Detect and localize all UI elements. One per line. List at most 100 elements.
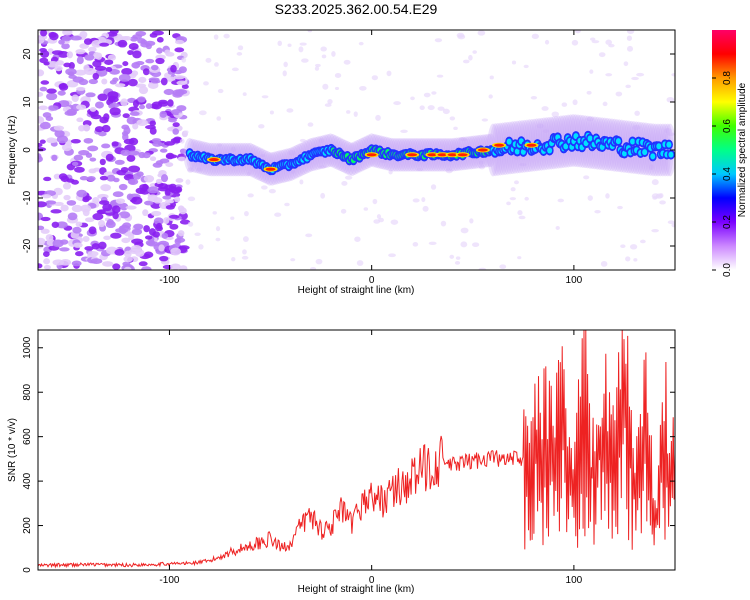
spectrogram-noise-blob [38,201,47,208]
ridge-hotspot [437,153,448,157]
spectrogram-noise-blob [66,178,75,183]
spectrogram-noise-blob [43,258,51,265]
spectrogram-faint-blob [506,201,511,206]
spectrogram-faint-blob [536,123,544,129]
snr-ytick-label: 600 [22,428,33,445]
spectrogram-faint-blob [290,169,296,174]
spectrogram-faint-blob [246,171,251,176]
spectrogram-noise-blob [149,103,159,109]
spectrogram-noise-blob [172,122,180,128]
spectrogram-faint-blob [571,39,579,46]
spectrogram-noise-blob [95,101,104,109]
spectrogram-noise-blob [117,39,128,48]
spectrogram-faint-blob [667,132,675,137]
spectrogram-faint-blob [410,96,415,101]
spectrogram-noise-blob [137,96,146,103]
spectrogram-noise-blob [89,157,97,162]
snr-ytick-label: 1000 [22,336,33,359]
spectrogram-noise-blob [138,151,146,159]
ridge-core [514,148,520,155]
spectrogram-noise-blob [168,118,177,123]
snr-ylabel: SNR (10 * v/v) [7,418,18,482]
spectrogram-faint-blob [196,167,203,172]
spectrogram-faint-blob [376,214,382,219]
spectrogram-faint-blob [321,54,327,59]
spectrogram-faint-blob [602,101,608,107]
spectrogram-faint-blob [478,165,486,170]
spectrogram-noise-blob [120,149,131,156]
spectrogram-faint-blob [242,92,247,97]
ridge-hotspot [208,158,219,162]
spectrogram-noise-blob [118,73,131,82]
spectrogram-noise-blob [127,178,139,185]
spectrogram-faint-blob [445,168,453,174]
spectrogram-noise-blob [138,86,149,95]
spectrogram-noise-blob [145,124,156,130]
ridge-core [615,138,621,145]
spectrogram-faint-blob [591,40,600,44]
spectrogram-faint-blob [244,211,249,217]
spectrogram-faint-blob [617,205,623,210]
spectrogram-noise-blob [72,76,85,83]
spectrogram-noise-blob [43,61,50,66]
spectrogram-faint-blob [542,129,550,133]
spectrogram-faint-blob [605,39,613,45]
spec-ytick-label: 10 [22,96,33,108]
spectrogram-faint-blob [268,188,276,194]
spectrogram-noise-blob [58,173,68,181]
spectrogram-noise-blob [143,200,154,206]
spectrogram-noise-blob [174,238,182,245]
spectrogram-noise-blob [164,49,171,55]
spectrogram-noise-blob [63,194,71,201]
spectrogram-noise-blob [106,218,114,226]
spectrogram-faint-blob [442,108,450,115]
spectrogram-faint-blob [574,30,581,34]
spectrogram-noise-blob [158,186,169,192]
ridge-core [650,153,656,160]
ridge-core [630,138,636,145]
spectrogram-faint-blob [518,215,526,220]
spectrogram-noise-blob [71,94,79,102]
spectrogram-noise-blob [159,110,167,118]
spectrogram-faint-blob [372,198,378,205]
spectrogram-noise-blob [151,210,162,217]
spectrogram-noise-blob [101,78,108,85]
spectrogram-faint-blob [419,105,425,111]
spectrogram-faint-blob [430,184,437,190]
spectrogram-noise-blob [143,225,150,233]
spectrogram-noise-blob [131,196,143,205]
spectrogram-xlabel: Height of straight line (km) [298,285,415,296]
spectrogram-noise-blob [92,60,102,68]
spectrogram-faint-blob [434,38,443,43]
spectrogram-noise-blob [174,196,181,203]
spectrogram-noise-blob [152,141,163,147]
spectrogram-faint-blob [344,175,353,180]
spectrogram-faint-blob [626,45,634,52]
spectrogram-noise-blob [179,148,187,154]
spectrogram-noise-blob [179,265,188,270]
spectrogram-noise-blob [103,113,110,121]
spectrogram-noise-blob [71,204,83,213]
spectrogram-faint-blob [261,95,269,99]
spectrogram-noise-blob [165,199,175,204]
spec-xtick-label: -100 [159,275,179,286]
spectrogram-noise-blob [170,247,181,256]
spectrogram-noise-blob [40,30,48,37]
spectrogram-faint-blob [213,34,219,40]
spectrogram-faint-blob [371,75,378,81]
spectrogram-faint-blob [353,111,358,117]
spectrogram-noise-blob [169,223,179,230]
spectrogram-noise-blob [126,193,134,201]
spectrogram-noise-blob [39,86,48,92]
spectrogram-noise-blob [167,99,174,107]
spectrogram-faint-blob [481,118,489,122]
spectrogram-noise-blob [50,209,62,214]
spectrogram-faint-blob [290,258,296,262]
spectrogram-noise-blob [46,88,57,94]
spectrogram-faint-blob [561,102,568,107]
spectrogram-faint-blob [620,244,626,248]
spectrogram-faint-blob [510,187,516,192]
spectrogram-noise-blob [94,126,104,133]
